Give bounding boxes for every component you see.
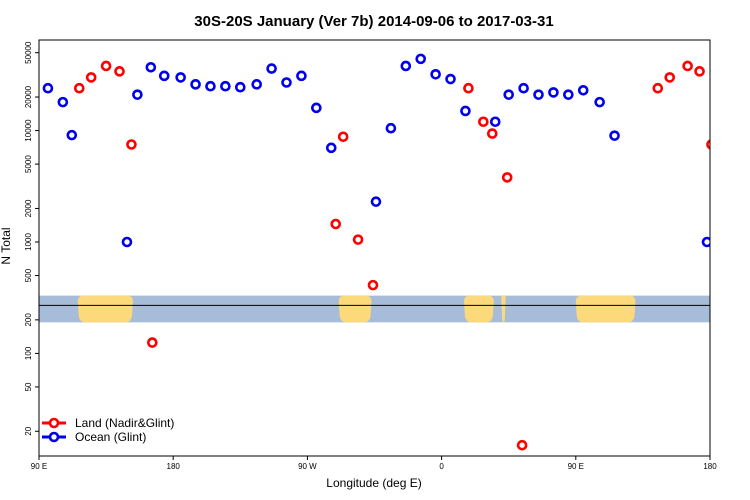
land-point-6 (330, 218, 342, 230)
ocean-point-16 (311, 102, 322, 114)
ocean-point-9 (205, 80, 216, 92)
y-tick-label-8: 10000 (24, 119, 33, 142)
ocean-point-13 (266, 63, 277, 74)
ocean-point-32 (594, 96, 605, 108)
ocean-point-23 (445, 73, 456, 85)
land-patch-2 (463, 295, 494, 323)
ocean-point-36 (730, 63, 738, 71)
land-point-2 (100, 60, 112, 72)
ocean-point-24 (460, 105, 471, 117)
ocean-point-15 (296, 70, 307, 82)
ocean-point-26 (503, 89, 515, 100)
land-patch-0 (77, 295, 133, 323)
ocean-point-5 (145, 61, 157, 73)
ocean-point-19 (385, 122, 397, 134)
ocean-point-4 (132, 89, 143, 100)
ocean-point-35 (715, 91, 723, 99)
land-patch-4 (575, 295, 636, 323)
chart-title: 30S-20S January (Ver 7b) 2014-09-06 to 2… (194, 13, 553, 30)
land-point-0 (73, 82, 85, 94)
ocean-point-22 (430, 68, 441, 80)
y-tick-label-10: 50000 (24, 41, 33, 64)
ocean-point-30 (563, 89, 574, 100)
land-point-3 (114, 66, 125, 77)
land-point-18 (694, 66, 705, 77)
land-point-13 (501, 172, 513, 183)
y-tick-label-5: 1000 (24, 233, 33, 251)
land-point-17 (682, 60, 693, 72)
y-tick-label-9: 20000 (24, 85, 33, 108)
x-tick-label-5: 180 (703, 462, 717, 471)
land-point-12 (486, 128, 498, 139)
land-point-11 (478, 116, 489, 128)
land-point-15 (652, 82, 664, 94)
legend-land-marker (48, 417, 60, 429)
x-tick-label-3: 0 (439, 462, 444, 471)
y-tick-label-6: 2000 (24, 199, 33, 217)
ocean-point-11 (235, 81, 246, 93)
land-point-7 (337, 131, 349, 143)
ocean-point-10 (220, 80, 231, 92)
ocean-point-0 (42, 82, 54, 94)
ocean-point-12 (251, 79, 263, 90)
y-tick-label-1: 50 (24, 382, 33, 391)
land-point-14 (516, 439, 528, 451)
y-tick-label-2: 100 (24, 346, 33, 360)
ocean-point-21 (415, 53, 427, 65)
plot-frame (38, 39, 711, 457)
ocean-point-31 (577, 84, 589, 96)
y-axis: 20 50 100 200 500 1000 2000 5000 10000 20000 50000 (24, 41, 39, 436)
ocean-point-28 (533, 89, 544, 100)
legend-ocean-marker (48, 431, 60, 443)
ocean-point-3 (121, 236, 133, 248)
ocean-point-14 (281, 77, 292, 88)
land-point-19 (706, 139, 710, 150)
ocean-point-6 (158, 70, 170, 82)
land-point-9 (367, 279, 379, 291)
ocean-point-25 (489, 116, 501, 128)
ocean-point-33 (609, 130, 620, 141)
x-axis: 90 E 180 90 W 0 90 E 180 (31, 456, 717, 471)
ocean-point-17 (325, 142, 337, 154)
land-patch-1 (338, 295, 372, 323)
y-tick-label-7: 5000 (24, 155, 33, 173)
x-tick-label-1: 180 (167, 462, 181, 471)
land-point-10 (463, 82, 474, 94)
legend: Land (Nadir&Glint) Ocean (Glint) (42, 416, 174, 444)
land-point-8 (352, 234, 364, 245)
ocean-point-27 (518, 82, 529, 94)
y-tick-label-3: 200 (24, 313, 33, 327)
land-point-4 (126, 139, 137, 150)
land-point-20 (728, 339, 736, 347)
ocean-point-1 (57, 96, 69, 108)
plot-area (39, 53, 750, 451)
legend-ocean-label: Ocean (Glint) (75, 430, 146, 444)
land-point-1 (85, 72, 97, 83)
land-patch-3 (501, 295, 506, 323)
x-tick-label-2: 90 W (298, 462, 317, 471)
ocean-point-8 (190, 79, 201, 90)
land-point-16 (664, 72, 676, 83)
ocean-point-37 (745, 72, 750, 80)
x-axis-label: Longitude (deg E) (326, 476, 421, 490)
y-axis-label: N Total (0, 227, 13, 264)
y-tick-label-0: 20 (24, 426, 33, 435)
y-tick-label-4: 500 (24, 268, 33, 282)
ocean-point-2 (66, 129, 78, 141)
ocean-point-18 (370, 196, 382, 207)
x-tick-label-4: 90 E (568, 462, 584, 471)
x-tick-label-0: 90 E (31, 462, 47, 471)
legend-land-label: Land (Nadir&Glint) (75, 416, 174, 430)
ocean-point-7 (175, 72, 186, 83)
ocean-point-20 (400, 60, 412, 72)
ocean-point-34 (701, 236, 710, 248)
land-point-5 (147, 337, 158, 348)
ocean-point-29 (548, 87, 559, 98)
